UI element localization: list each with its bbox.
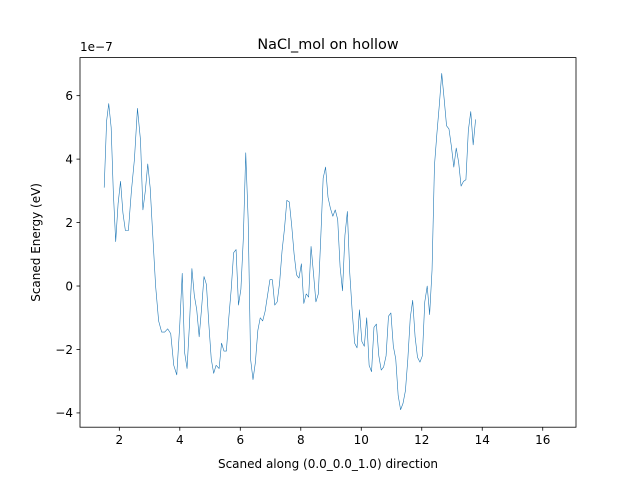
y-axis-label: Scaned Energy (eV) bbox=[29, 183, 43, 302]
x-axis-ticks: 2 4 6 8 10 12 14 16 bbox=[115, 427, 550, 447]
series-line-0 bbox=[103, 73, 476, 411]
y-axis-ticks: −4 −2 0 2 4 6 bbox=[55, 89, 80, 420]
x-tick-label: 12 bbox=[414, 433, 429, 447]
x-tick-label: 6 bbox=[236, 433, 244, 447]
y-tick-label: 4 bbox=[65, 152, 73, 166]
y-tick-label: 2 bbox=[65, 216, 73, 230]
y-tick-label: −2 bbox=[55, 343, 73, 357]
plot-area bbox=[103, 73, 476, 411]
y-axis-offset-text: 1e−7 bbox=[80, 40, 113, 54]
x-tick-label: 4 bbox=[176, 433, 184, 447]
y-tick-label: 0 bbox=[65, 279, 73, 293]
x-tick-label: 10 bbox=[354, 433, 369, 447]
y-tick-label: 6 bbox=[65, 89, 73, 103]
x-tick-label: 2 bbox=[115, 433, 123, 447]
x-tick-label: 16 bbox=[535, 433, 550, 447]
chart-title: NaCl_mol on hollow bbox=[257, 37, 398, 53]
y-tick-label: −4 bbox=[55, 406, 73, 420]
x-tick-label: 14 bbox=[475, 433, 490, 447]
x-tick-label: 8 bbox=[297, 433, 305, 447]
x-axis-label: Scaned along (0.0_0.0_1.0) direction bbox=[218, 457, 438, 471]
axes-frame bbox=[79, 57, 577, 428]
